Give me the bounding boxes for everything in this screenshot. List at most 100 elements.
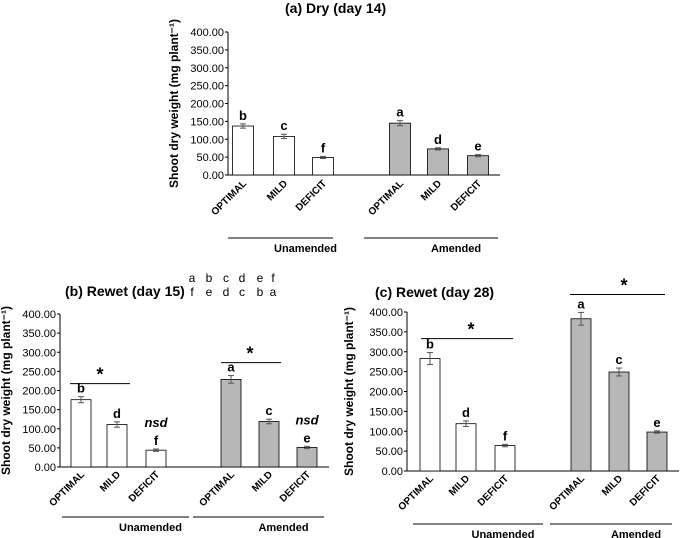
bar <box>494 445 516 472</box>
significance-letter: d <box>462 405 470 420</box>
bar <box>258 421 280 468</box>
y-tick-label: 200.00 <box>190 99 224 111</box>
bar <box>312 157 334 176</box>
letter-key-item: d <box>239 271 246 285</box>
letter-key-item: f <box>271 271 275 285</box>
significance-letter: e <box>474 139 481 154</box>
y-tick-label: 250.00 <box>190 81 224 93</box>
chart-title: (b) Rewet (day 15) <box>65 283 185 299</box>
letter-key-item: a <box>270 285 277 299</box>
significance-letter: b <box>77 381 85 396</box>
significance-letter: d <box>434 132 442 147</box>
significance-star: * <box>620 276 627 296</box>
bar <box>427 148 449 176</box>
bar <box>106 424 128 468</box>
y-tick-label: 250.00 <box>369 367 403 379</box>
significance-star: * <box>96 365 103 385</box>
significance-letter: f <box>154 433 159 448</box>
group-label: Amended <box>611 529 661 538</box>
significance-letter: c <box>280 118 287 133</box>
x-tick-label: OPTIMAL <box>48 469 88 509</box>
y-tick-label: 100.00 <box>22 424 56 436</box>
x-tick-label: DEFICIT <box>449 178 484 213</box>
bar <box>646 431 668 472</box>
y-tick-label: 0.00 <box>382 466 403 478</box>
y-tick-label: 250.00 <box>22 366 56 378</box>
x-tick-label: MILD <box>447 473 472 498</box>
letter-key-item: f <box>190 285 194 299</box>
x-tick-label: DEFICIT <box>127 469 162 504</box>
x-tick-label: MILD <box>265 178 290 203</box>
significance-letter: d <box>113 406 121 421</box>
bar <box>455 423 477 472</box>
y-tick-label: 0.00 <box>203 170 224 182</box>
y-tick-label: 300.00 <box>190 63 224 75</box>
y-tick-label: 400.00 <box>190 27 224 39</box>
chart-panel-b: (b) Rewet (day 15) Shoot dry weight (mg p… <box>0 271 329 534</box>
significance-letter: a <box>227 360 235 375</box>
bar <box>273 135 295 176</box>
group-label: Amended <box>258 522 308 534</box>
y-tick-label: 50.00 <box>196 152 224 164</box>
group-label: Unamended <box>274 243 337 255</box>
bar <box>389 122 411 176</box>
significance-letter: f <box>321 140 326 155</box>
x-tick-label: OPTIMAL <box>198 469 238 509</box>
letter-key-item: e <box>257 271 264 285</box>
x-tick-label: DEFICIT <box>278 469 313 504</box>
y-tick-label: 400.00 <box>22 309 56 321</box>
nsd-label: nsd <box>144 415 168 430</box>
letter-key-item: b <box>257 285 264 299</box>
x-tick-label: DEFICIT <box>476 473 511 508</box>
bar <box>232 125 254 176</box>
x-tick-label: DEFICIT <box>294 178 329 213</box>
x-tick-label: MILD <box>250 469 275 494</box>
x-tick-label: DEFICIT <box>628 473 663 508</box>
bar <box>608 371 630 472</box>
group-label: Unamended <box>119 522 182 534</box>
x-tick-label: OPTIMAL <box>548 473 588 513</box>
x-tick-label: MILD <box>419 178 444 203</box>
y-tick-label: 150.00 <box>369 406 403 418</box>
y-axis-label: Shoot dry weight (mg plant⁻¹) <box>0 306 13 475</box>
bar <box>467 155 489 176</box>
bar <box>70 399 92 468</box>
y-tick-label: 300.00 <box>22 347 56 359</box>
significance-star: * <box>246 344 253 364</box>
y-tick-label: 150.00 <box>22 405 56 417</box>
letter-key-item: a <box>189 271 196 285</box>
y-axis-label: Shoot dry weight (mg plant⁻¹) <box>342 307 356 476</box>
y-tick-label: 150.00 <box>190 116 224 128</box>
significance-letter: e <box>303 430 310 445</box>
x-tick-label: OPTIMAL <box>397 473 437 513</box>
chart-title: (a) Dry (day 14) <box>285 0 386 16</box>
group-label: Unamended <box>472 529 535 538</box>
nsd-label: nsd <box>295 412 319 427</box>
letter-key-item: c <box>223 271 229 285</box>
bar <box>296 447 318 468</box>
y-tick-label: 200.00 <box>369 387 403 399</box>
bar <box>145 449 167 468</box>
significance-letter: a <box>396 105 404 120</box>
chart-title: (c) Rewet (day 28) <box>375 284 494 300</box>
letter-key-item: d <box>223 285 230 299</box>
significance-star: * <box>467 320 474 340</box>
significance-letter: a <box>577 296 585 311</box>
significance-letter: e <box>653 415 660 430</box>
x-tick-label: OPTIMAL <box>367 178 407 218</box>
letter-key-item: b <box>206 271 213 285</box>
y-tick-label: 50.00 <box>28 443 56 455</box>
chart-panel-c: (c) Rewet (day 28) Shoot dry weight (mg p… <box>342 276 679 538</box>
y-tick-label: 350.00 <box>190 45 224 57</box>
significance-letter: b <box>239 108 247 123</box>
bar <box>570 318 592 472</box>
significance-letter: c <box>265 403 272 418</box>
y-axis-label: Shoot dry weight (mg plant⁻¹) <box>167 19 181 188</box>
y-tick-label: 0.00 <box>35 462 56 474</box>
x-tick-label: OPTIMAL <box>210 178 250 218</box>
y-tick-label: 200.00 <box>22 386 56 398</box>
y-tick-label: 400.00 <box>369 307 403 319</box>
x-tick-label: MILD <box>600 473 625 498</box>
significance-letter: b <box>426 337 434 352</box>
group-label: Amended <box>431 243 481 255</box>
